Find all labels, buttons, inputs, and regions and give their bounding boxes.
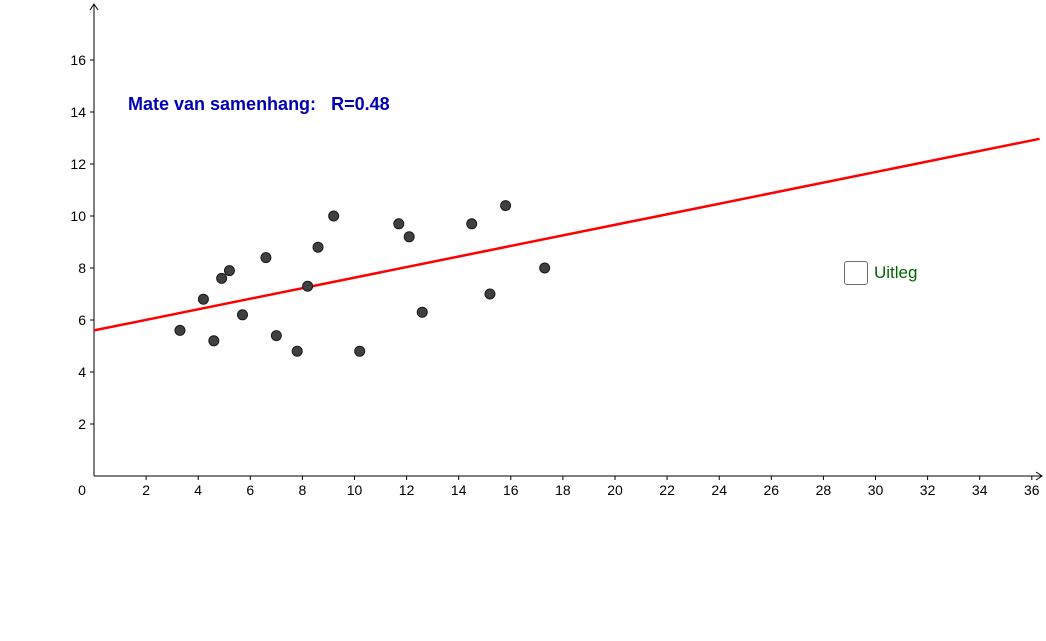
- y-axis-arrow: [89, 3, 99, 11]
- data-point[interactable]: [260, 252, 272, 264]
- data-point[interactable]: [197, 293, 209, 305]
- y-tick-label: 14: [70, 104, 86, 120]
- data-point[interactable]: [236, 309, 248, 321]
- uitleg-checkbox[interactable]: Uitleg: [844, 261, 917, 285]
- x-tick-label: 16: [503, 482, 519, 498]
- x-tick-label: 18: [555, 482, 571, 498]
- data-point[interactable]: [302, 280, 314, 292]
- x-tick-label: 12: [399, 482, 415, 498]
- x-tick-label: 0: [78, 482, 86, 498]
- data-point[interactable]: [223, 265, 235, 277]
- y-tick-label: 4: [78, 364, 86, 380]
- x-tick-label: 30: [868, 482, 884, 498]
- uitleg-label[interactable]: Uitleg: [874, 263, 918, 282]
- x-axis-arrow: [1035, 471, 1043, 481]
- data-point[interactable]: [466, 218, 478, 230]
- x-tick-label: 14: [451, 482, 467, 498]
- data-point[interactable]: [403, 231, 415, 243]
- y-tick-label: 8: [78, 260, 86, 276]
- correlation-value: R=0.48: [331, 94, 390, 114]
- data-point[interactable]: [484, 288, 496, 300]
- data-point[interactable]: [539, 262, 551, 274]
- x-tick-label: 22: [659, 482, 675, 498]
- data-point[interactable]: [416, 306, 428, 318]
- data-point[interactable]: [208, 335, 220, 347]
- correlation-label: Mate van samenhang:: [128, 94, 317, 114]
- data-point[interactable]: [500, 200, 512, 212]
- x-tick-label: 24: [711, 482, 727, 498]
- data-point[interactable]: [328, 210, 340, 222]
- y-tick-label: 6: [78, 312, 86, 328]
- regression-line[interactable]: [93, 137, 1040, 332]
- x-tick-label: 20: [607, 482, 623, 498]
- x-tick-label: 36: [1024, 482, 1040, 498]
- x-tick-label: 34: [972, 482, 988, 498]
- y-tick-label: 16: [70, 52, 86, 68]
- x-tick-label: 28: [816, 482, 832, 498]
- x-tick-label: 6: [246, 482, 254, 498]
- data-point[interactable]: [216, 272, 228, 284]
- data-point[interactable]: [174, 324, 186, 336]
- x-tick-label: 26: [764, 482, 780, 498]
- x-tick-label: 8: [299, 482, 307, 498]
- x-tick-label: 10: [347, 482, 363, 498]
- data-point[interactable]: [291, 345, 303, 357]
- y-tick-label: 12: [70, 156, 86, 172]
- data-point[interactable]: [393, 218, 405, 230]
- x-tick-label: 2: [142, 482, 150, 498]
- data-point[interactable]: [312, 241, 324, 253]
- x-tick-label: 4: [194, 482, 202, 498]
- x-tick-label: 32: [920, 482, 936, 498]
- y-tick-label: 10: [70, 208, 86, 224]
- y-tick-label: 2: [78, 416, 86, 432]
- correlation-annotation: Mate van samenhang: R=0.48: [128, 94, 390, 115]
- checkbox-square[interactable]: [844, 261, 868, 285]
- data-point[interactable]: [270, 330, 282, 342]
- data-point[interactable]: [354, 345, 366, 357]
